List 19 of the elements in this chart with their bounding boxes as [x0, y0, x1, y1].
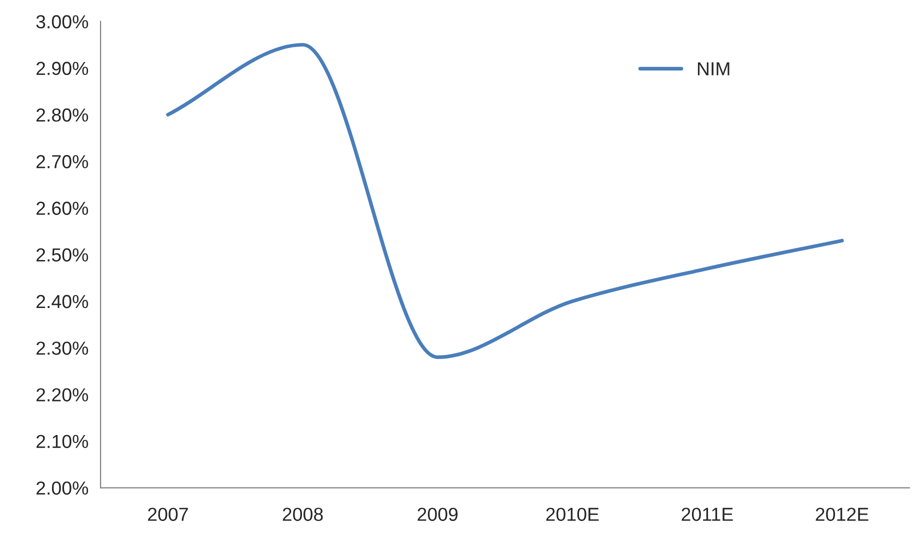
- x-tick-label: 2011E: [682, 508, 733, 521]
- y-tick-label: 2.20%: [36, 388, 88, 402]
- line-series: [166, 42, 844, 359]
- y-tick-label: 2.80%: [36, 108, 88, 122]
- y-tick-label: 2.30%: [36, 342, 88, 355]
- y-tick-label: 2.40%: [36, 294, 88, 308]
- y-tick-label: 2.50%: [36, 248, 88, 262]
- x-tick-label: 2012E: [816, 508, 868, 521]
- y-tick-label: 2.70%: [36, 155, 88, 168]
- y-tick-label: 2.90%: [36, 62, 88, 76]
- x-tick-label: 2009: [418, 508, 458, 521]
- x-tick-label: 2007: [148, 508, 188, 521]
- y-tick-label: 2.60%: [36, 202, 88, 215]
- x-tick-label: 2008: [282, 508, 323, 521]
- y-tick-label: 2.00%: [36, 481, 88, 495]
- y-tick-label: 2.10%: [36, 434, 88, 448]
- y-tick-label: 3.00%: [36, 15, 88, 28]
- legend-label: NIM: [698, 62, 730, 76]
- x-tick-label: 2010E: [546, 508, 599, 521]
